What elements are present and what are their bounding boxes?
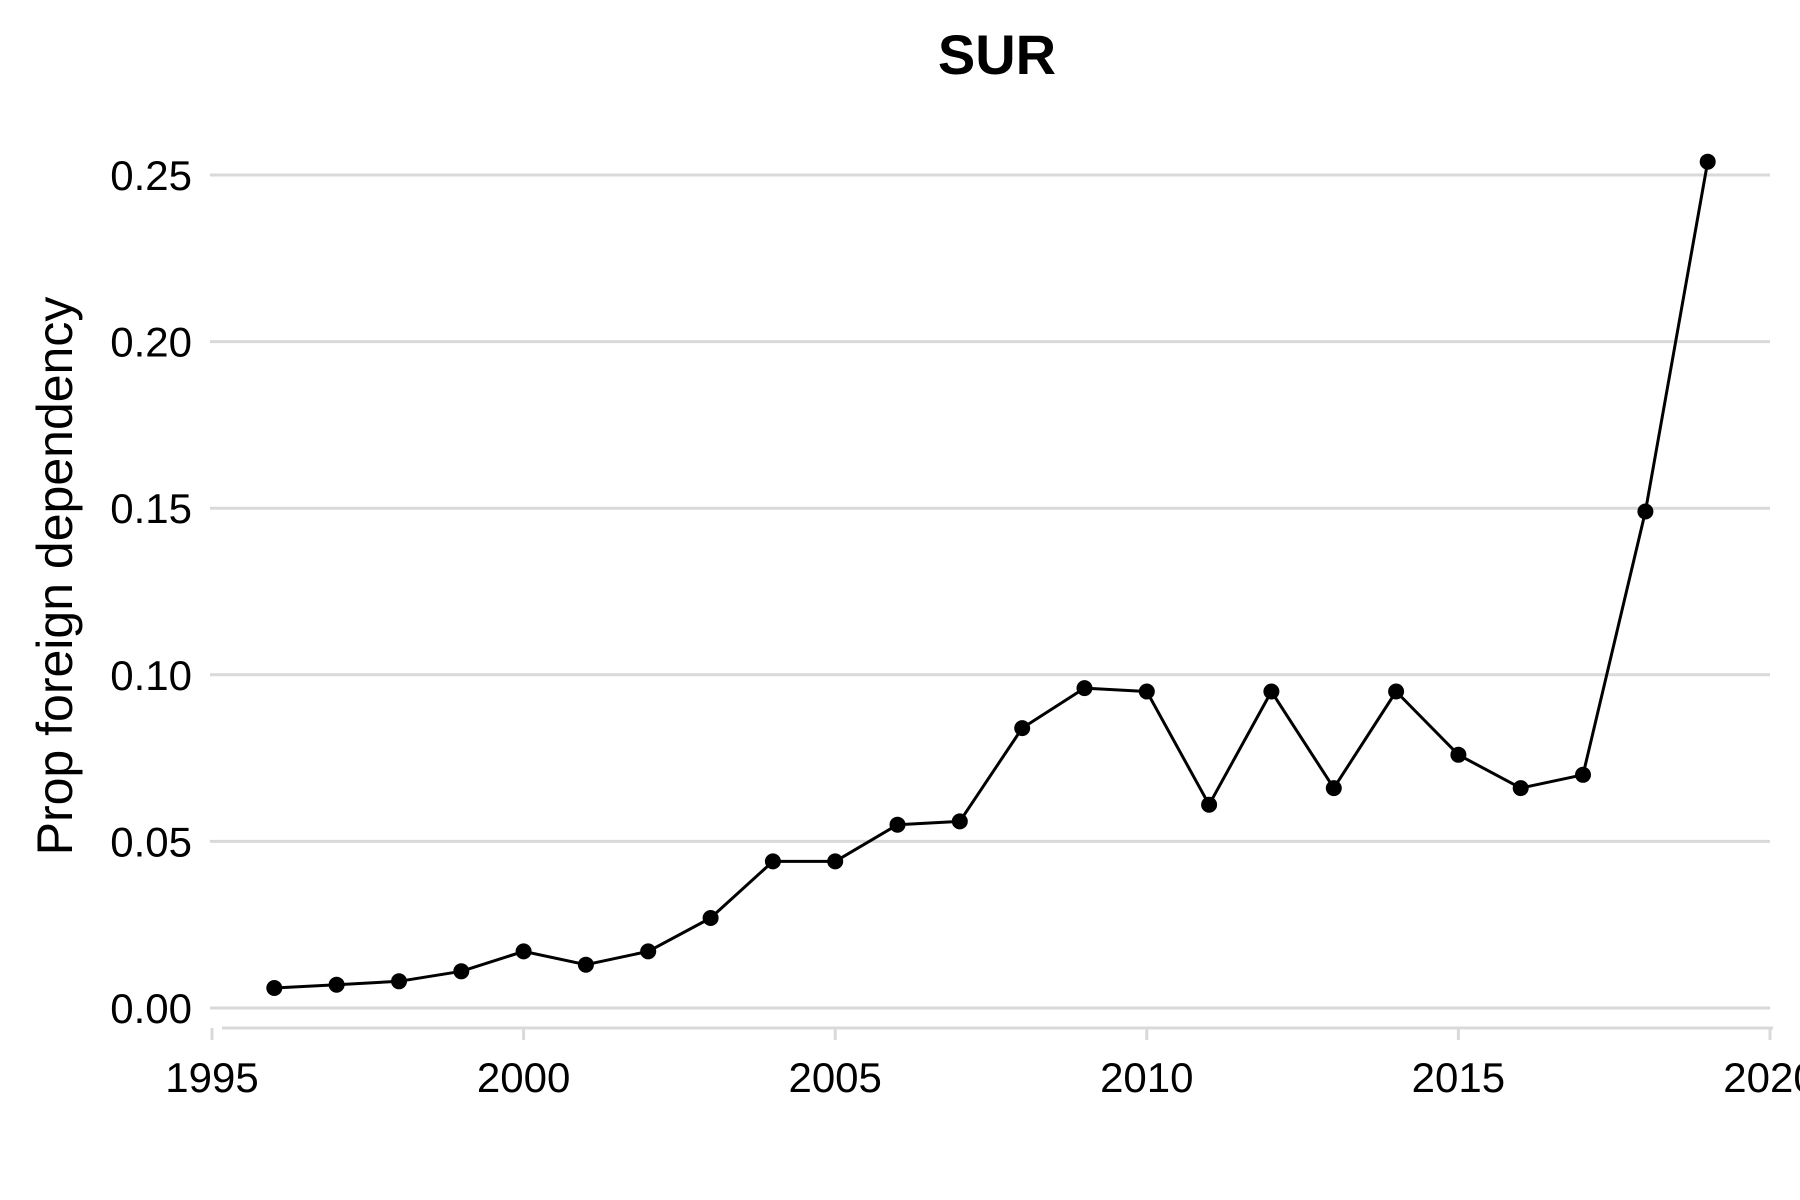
data-point [1201,796,1218,813]
y-tick-labels: 0.00 0.05 0.10 0.15 0.20 0.25 [110,152,192,1032]
y-tick-label: 0.25 [110,152,192,199]
data-point [1014,720,1031,737]
y-tick-label: 0.00 [110,985,192,1032]
data-point [764,853,781,870]
series-line [274,161,1710,990]
data-point [889,816,906,833]
x-tick-label: 2000 [477,1054,570,1101]
x-axis [210,1026,1773,1040]
data-point [951,813,968,830]
data-point [1388,683,1405,700]
data-point [702,910,719,926]
x-tick-label: 2010 [1100,1054,1193,1101]
data-point [1325,780,1342,797]
data-point [1512,780,1529,797]
data-point [1263,683,1280,700]
data-point [827,853,844,870]
y-axis-label: Prop foreign dependency [27,297,83,856]
data-point [1699,153,1716,170]
y-tick-label: 0.10 [110,652,192,699]
x-tick-label: 1995 [165,1054,258,1101]
data-point [328,976,345,993]
y-tick-label: 0.15 [110,485,192,532]
data-point [1138,683,1155,700]
data-point [515,943,532,960]
y-gridlines [210,173,1770,1010]
data-point [1076,680,1093,697]
data-point [391,973,407,990]
x-tick-label: 2005 [788,1054,881,1101]
y-tick-label: 0.20 [110,319,192,366]
data-series [266,153,1716,996]
data-point [453,963,470,980]
data-point [1575,766,1591,783]
x-tick-labels: 1995 2000 2005 2010 2015 2020 [165,1054,1800,1101]
x-tick-label: 2015 [1412,1054,1505,1101]
data-point [1450,746,1467,763]
data-point [1637,503,1654,520]
y-tick-label: 0.05 [110,818,192,865]
data-point [577,956,594,973]
chart-title: SUR [938,23,1056,86]
data-point [640,943,657,960]
data-point [266,980,283,996]
x-tick-label: 2020 [1723,1054,1800,1101]
